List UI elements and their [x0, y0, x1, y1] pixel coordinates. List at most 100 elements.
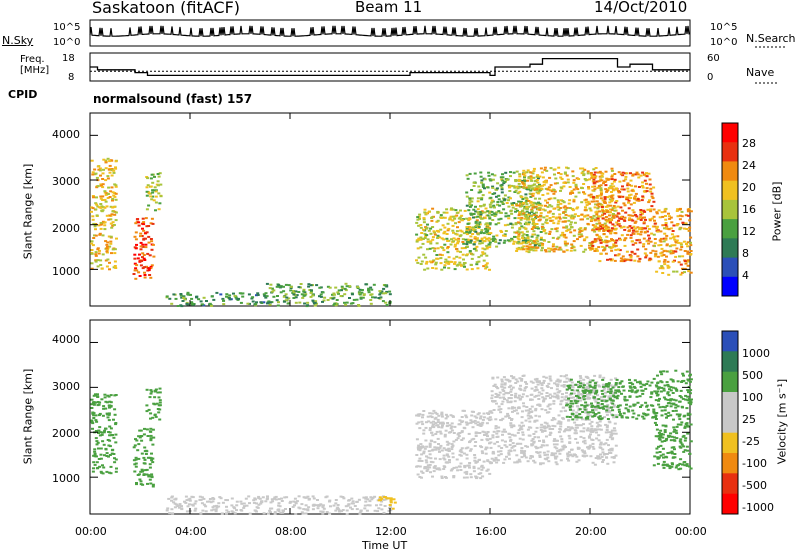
- velocity-cell: [591, 379, 595, 382]
- velocity-cell: [567, 397, 570, 400]
- power-cell: [379, 291, 383, 294]
- velocity-cell: [685, 370, 689, 373]
- power-cell: [446, 222, 450, 225]
- power-cell: [536, 240, 540, 243]
- velocity-cell: [654, 416, 657, 419]
- power-cell: [337, 292, 340, 295]
- power-cell: [627, 184, 631, 186]
- velocity-cell: [428, 442, 432, 445]
- velocity-cell: [202, 497, 206, 500]
- power-cell: [499, 200, 503, 203]
- power-cell: [455, 248, 459, 251]
- velocity-cell: [491, 452, 495, 455]
- power-cell: [573, 221, 577, 224]
- power-cell: [416, 216, 420, 219]
- velocity-cell: [579, 430, 583, 433]
- velocity-cell: [678, 462, 682, 465]
- velocity-cell: [170, 496, 174, 499]
- power-cell: [500, 191, 504, 194]
- velocity-cell: [576, 405, 580, 408]
- velocity-cell: [473, 454, 477, 456]
- power-cell: [622, 202, 626, 205]
- velocity-cell: [516, 380, 520, 383]
- velocity-cell: [685, 463, 689, 466]
- velocity-cell: [494, 427, 498, 430]
- power-cell: [356, 286, 360, 288]
- power-colorbar-swatch: [722, 199, 738, 220]
- velocity-cell: [141, 483, 145, 486]
- power-cell: [689, 244, 693, 247]
- velocity-cell: [516, 412, 520, 415]
- velocity-cell: [519, 397, 523, 400]
- velocity-cell: [176, 505, 180, 507]
- velocity-cell: [428, 444, 432, 446]
- power-cell: [205, 300, 208, 302]
- power-cell: [650, 217, 654, 220]
- velocity-cell: [474, 422, 478, 425]
- power-cell: [637, 260, 641, 263]
- power-cell: [519, 248, 523, 251]
- power-cell: [97, 224, 101, 227]
- power-cell: [679, 273, 683, 276]
- velocity-cell: [649, 396, 653, 399]
- velocity-cell: [283, 496, 287, 499]
- velocity-cell: [600, 455, 604, 458]
- velocity-cell: [585, 376, 589, 378]
- velocity-cell: [468, 462, 472, 464]
- power-cell: [480, 196, 484, 199]
- velocity-cell: [680, 421, 684, 424]
- power-cell: [237, 297, 240, 300]
- velocity-cell: [468, 440, 472, 443]
- velocity-cell: [479, 477, 483, 480]
- power-cell: [364, 283, 368, 286]
- power-cell: [623, 219, 627, 222]
- velocity-cell: [185, 499, 189, 502]
- velocity-cell: [565, 391, 568, 394]
- power-cell: [340, 285, 344, 288]
- power-cell: [604, 216, 608, 218]
- power-cell: [134, 238, 138, 241]
- power-cell: [256, 294, 260, 296]
- velocity-cell: [597, 455, 601, 458]
- velocity-cell: [271, 500, 275, 503]
- velocity-cell: [566, 457, 569, 460]
- velocity-cell: [574, 429, 578, 432]
- power-cell: [415, 240, 419, 243]
- power-cell: [563, 242, 567, 245]
- power-cell: [215, 291, 219, 294]
- velocity-cell: [554, 439, 558, 442]
- power-cell: [474, 221, 478, 224]
- power-cell: [667, 215, 671, 218]
- power-cell: [455, 255, 459, 258]
- velocity-cell: [595, 406, 599, 409]
- velocity-cell: [219, 497, 223, 500]
- power-cell: [584, 206, 587, 209]
- velocity-cell: [465, 470, 469, 473]
- velocity-cell: [614, 389, 618, 392]
- velocity-cell: [430, 412, 434, 415]
- power-cell: [98, 249, 101, 252]
- velocity-cell: [481, 452, 485, 455]
- velocity-cell: [451, 456, 455, 459]
- velocity-cell: [460, 447, 464, 450]
- power-cell: [111, 221, 115, 224]
- velocity-cell: [596, 405, 600, 407]
- power-cell: [92, 222, 96, 225]
- power-cell: [474, 249, 478, 252]
- velocity-cell: [464, 447, 468, 450]
- velocity-cell: [149, 434, 153, 437]
- xtick-2: 08:00: [275, 525, 307, 538]
- power-cell: [101, 186, 105, 189]
- power-cell: [631, 243, 635, 246]
- power-cell: [608, 214, 611, 217]
- velocity-cell: [463, 466, 467, 469]
- power-cell: [642, 209, 646, 212]
- power-cell: [292, 290, 295, 292]
- power-cell: [605, 244, 609, 247]
- velocity-cell: [424, 439, 428, 442]
- velocity-cell: [593, 413, 597, 416]
- power-cell: [542, 229, 546, 232]
- velocity-cell: [543, 457, 547, 460]
- power-cell: [536, 227, 540, 230]
- velocity-cell: [589, 433, 592, 436]
